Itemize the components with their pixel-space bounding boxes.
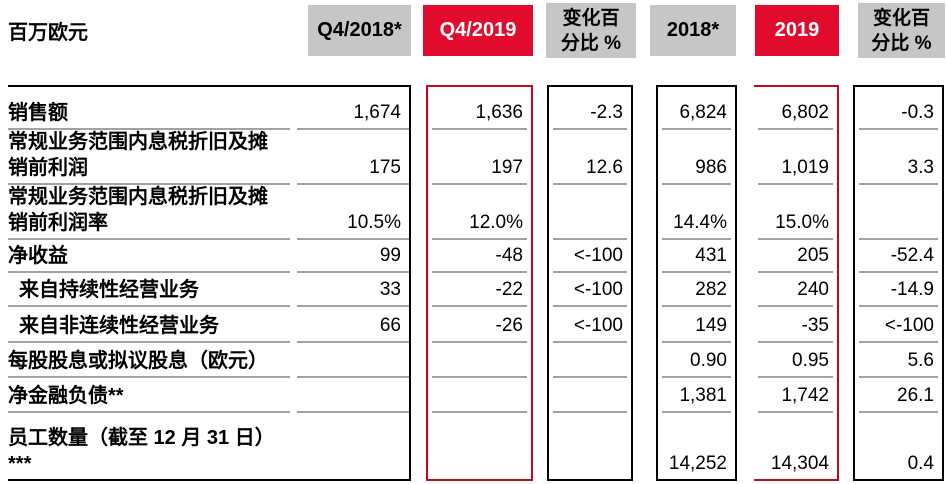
table-cell: 986 [662,130,731,185]
table-cell: 240 [758,273,833,307]
table-cell: -35 [758,307,833,343]
table-cell [432,378,527,413]
column-2019-values: 6,802 1,019 15.0% 205 240 -35 0.95 1,742… [754,85,839,481]
table-cell: -22 [432,273,527,307]
column-change-pct-q4-values: -2.3 12.6 <-100 <-100 <-100 [547,85,633,481]
table-cell: -14.9 [859,273,938,307]
table-cell: 1,636 [432,87,527,130]
table-cell: 1,381 [662,378,731,413]
table-cell: 5.6 [859,343,938,378]
table-cell: 1,019 [758,130,833,185]
table-cell: 0.90 [662,343,731,378]
row-label: 每股股息或拟议股息（欧元） [8,343,290,378]
column-q4-2018-values: 1,674 175 10.5% 99 33 66 [297,87,409,479]
row-labels: 销售额 常规业务范围内息税折旧及摊 销前利润 常规业务范围内息税折旧及摊 销前利… [8,87,290,479]
table-cell: 15.0% [758,185,833,240]
row-label: 来自持续性经营业务 [8,273,290,307]
column-change-pct-fy-values: -0.3 3.3 -52.4 -14.9 <-100 5.6 26.1 0.4 [853,85,944,481]
table-cell: -0.3 [859,87,938,130]
row-label: 员工数量（截至 12 月 31 日） *** [8,427,275,475]
table-cell: <-100 [553,273,627,307]
row-label: 来自非连续性经营业务 [8,307,290,343]
table-cell: -48 [432,240,527,273]
table-cell [553,185,627,240]
table-cell: 282 [662,273,731,307]
row-label: 销售额 [8,87,290,130]
table-cell [297,378,409,413]
table-cell [553,343,627,378]
table-cell: 99 [297,240,409,273]
table-cell: -2.3 [553,87,627,130]
row-label: 常规业务范围内息税折旧及摊 销前利润率 [8,185,290,240]
table-cell [432,343,527,378]
table-cell: 6,802 [758,87,833,130]
label-and-q4-2018-column: 销售额 常规业务范围内息税折旧及摊 销前利润 常规业务范围内息税折旧及摊 销前利… [8,85,411,481]
table-cell: 0.95 [758,343,833,378]
table-cell [553,378,627,413]
table-cell [297,413,409,479]
table-cell: 6,824 [662,87,731,130]
table-cell: 1,742 [758,378,833,413]
table-cell: -52.4 [859,240,938,273]
table-cell: <-100 [553,240,627,273]
table-cell: 0.4 [907,453,934,474]
column-header-change-pct-q4: 变化百 分比 % [546,3,636,58]
column-header-change-pct-fy: 变化百 分比 % [858,3,945,58]
column-header-q4-2019: Q4/2019 [423,5,533,56]
table-cell: 14,304 [770,453,829,474]
table-cell: 1,674 [297,87,409,130]
unit-label: 百万欧元 [8,22,88,44]
table-cell [432,413,527,479]
table-cell: 12.0% [432,185,527,240]
table-cell [297,343,409,378]
column-header-2019: 2019 [755,5,839,56]
table-cell: 26.1 [859,378,938,413]
table-cell: 197 [432,130,527,185]
table-cell: 431 [662,240,731,273]
column-2018-values: 6,824 986 14.4% 431 282 149 0.90 1,381 1… [656,85,737,481]
table-cell: 33 [297,273,409,307]
table-cell [859,185,938,240]
table-cell: 12.6 [553,130,627,185]
table-cell [553,413,627,479]
row-label: 净收益 [8,240,290,273]
column-q4-2019-values: 1,636 197 12.0% -48 -22 -26 [426,85,533,481]
row-label: 常规业务范围内息税折旧及摊 销前利润 [8,130,290,185]
table-cell: 149 [662,307,731,343]
table-cell: 175 [297,130,409,185]
table-cell: -26 [432,307,527,343]
table-cell: 14,252 [668,453,727,474]
table-cell: 66 [297,307,409,343]
table-cell: 14.4% [662,185,731,240]
table-cell: 205 [758,240,833,273]
column-header-2018: 2018* [650,5,736,56]
row-label: 净金融负债** [8,378,290,413]
table-cell: 3.3 [859,130,938,185]
table-cell: <-100 [859,307,938,343]
table-cell: 10.5% [297,185,409,240]
column-header-q4-2018: Q4/2018* [308,5,411,56]
table-cell: <-100 [553,307,627,343]
